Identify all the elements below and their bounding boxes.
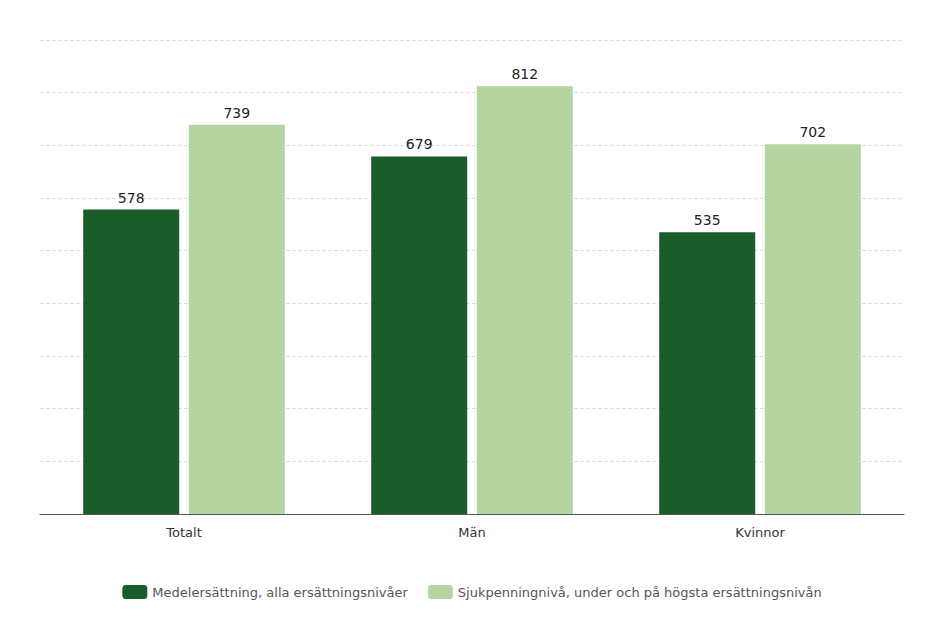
- svg-text:Män: Män: [458, 525, 485, 540]
- svg-text:679: 679: [406, 136, 433, 152]
- svg-text:812: 812: [511, 66, 538, 82]
- svg-text:Medelersättning, alla ersättni: Medelersättning, alla ersättningsnivåer: [152, 585, 408, 600]
- svg-text:535: 535: [694, 212, 721, 228]
- svg-text:578: 578: [118, 190, 145, 206]
- svg-text:739: 739: [223, 105, 250, 121]
- svg-text:Sjukpenningnivå, under och på: Sjukpenningnivå, under och på högsta ers…: [458, 585, 822, 600]
- svg-text:Totalt: Totalt: [165, 525, 201, 540]
- svg-text:Kvinnor: Kvinnor: [735, 525, 785, 540]
- svg-text:702: 702: [799, 124, 826, 140]
